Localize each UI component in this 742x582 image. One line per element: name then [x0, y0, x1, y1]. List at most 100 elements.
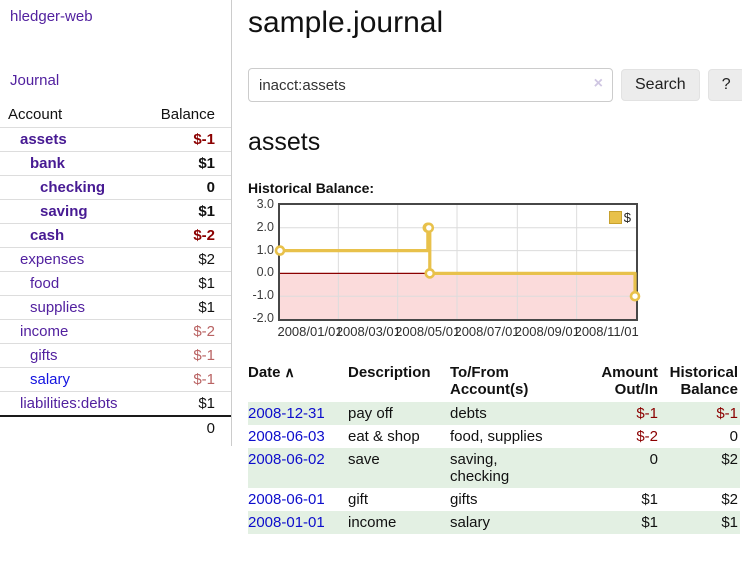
account-balance: $-1	[138, 367, 231, 392]
transaction-description: eat & shop	[348, 428, 420, 445]
chart-x-axis-labels: 2008/01/01 2008/03/01 2008/05/01 2008/07/01…	[277, 324, 726, 342]
transaction-amount: $-1	[636, 405, 658, 422]
chart-title: Historical Balance:	[248, 180, 375, 196]
search-row: × Search ?	[248, 68, 742, 102]
account-balance: $1	[138, 391, 231, 416]
account-row: food $1	[0, 271, 231, 296]
accounts-total-value: 0	[138, 415, 231, 440]
transaction-accounts: food, supplies	[450, 428, 543, 445]
sidebar-item-journal[interactable]: Journal	[10, 72, 60, 89]
account-link-supplies[interactable]: supplies	[30, 299, 86, 316]
x-tick-label: 2008/11/01	[574, 324, 639, 339]
account-link-salary[interactable]: salary	[30, 371, 71, 388]
account-link-saving[interactable]: saving	[40, 203, 88, 220]
transaction-balance: $1	[721, 514, 738, 531]
account-row: income $-2	[0, 319, 231, 344]
register-col-accounts: To/From Account(s)	[450, 364, 529, 398]
accounts-col-account: Account	[8, 106, 63, 123]
account-balance: 0	[138, 175, 231, 200]
account-balance: $1	[138, 295, 231, 320]
register-row[interactable]: 2008-01-01 income salary $1 $1	[248, 511, 740, 534]
account-balance: $1	[138, 271, 231, 296]
main-content: sample.journal × Search ? assets Histori…	[232, 0, 742, 554]
transaction-description: income	[348, 514, 397, 531]
account-balance: $1	[138, 199, 231, 224]
account-row: assets $-1	[0, 127, 231, 152]
account-balance: $-1	[138, 127, 231, 152]
register-row[interactable]: 2008-06-01 gift gifts $1 $2	[248, 488, 740, 511]
transaction-amount: $1	[641, 514, 658, 531]
y-tick-label: 3.0	[256, 197, 274, 211]
transaction-date-link[interactable]: 2008-06-02	[248, 451, 325, 468]
transaction-description: gift	[348, 491, 369, 508]
account-row: saving $1	[0, 199, 231, 224]
account-link-food[interactable]: food	[30, 275, 60, 292]
search-button[interactable]: Search	[621, 69, 700, 101]
account-row: salary $-1	[0, 367, 231, 392]
transaction-description: pay off	[348, 405, 393, 422]
accounts-total-row: 0	[0, 415, 231, 440]
account-link-expenses[interactable]: expenses	[20, 251, 85, 268]
transaction-date-link[interactable]: 2008-12-31	[248, 405, 325, 422]
register-col-amount: Amount Out/In	[601, 364, 658, 398]
account-link-checking[interactable]: checking	[40, 179, 106, 196]
account-link-cash[interactable]: cash	[30, 227, 65, 244]
y-tick-label: -1.0	[252, 288, 274, 303]
x-tick-label: 2008/01/01	[277, 324, 343, 339]
x-tick-label: 2008/03/01	[335, 324, 401, 339]
account-row: cash $-2	[0, 223, 231, 248]
account-row: expenses $2	[0, 247, 231, 272]
chart-svg	[274, 205, 641, 319]
chart-legend: $	[608, 210, 631, 225]
search-input[interactable]	[248, 68, 613, 102]
x-tick-label: 2008/09/01	[514, 324, 580, 339]
account-link-income[interactable]: income	[20, 323, 69, 340]
transaction-accounts: saving, checking	[450, 451, 510, 485]
app-layout: hledger-web Journal Account Balance asse…	[0, 0, 742, 554]
account-balance: $-2	[138, 319, 231, 344]
transaction-date-link[interactable]: 2008-06-01	[248, 491, 325, 508]
transaction-amount: 0	[649, 451, 658, 468]
account-link-gifts[interactable]: gifts	[30, 347, 58, 364]
legend-swatch-icon	[608, 211, 622, 224]
register-row[interactable]: 2008-06-03 eat & shop food, supplies $-2 0	[248, 425, 740, 448]
register-col-date[interactable]: Date ∧	[248, 364, 295, 381]
transaction-accounts: gifts	[450, 491, 478, 508]
account-link-assets[interactable]: assets	[20, 131, 67, 148]
y-tick-label: -2.0	[252, 311, 274, 325]
account-balance: $-2	[138, 223, 231, 248]
register-col-description: Description	[348, 364, 431, 381]
chart-y-axis-labels: 3.0 2.0 1.0 0.0 -1.0 -2.0	[248, 198, 274, 325]
register-row[interactable]: 2008-06-02 save saving, checking 0 $2	[248, 448, 740, 488]
x-tick-label: 2008/05/01	[395, 324, 461, 339]
historical-balance-chart: 3.0 2.0 1.0 0.0 -1.0 -2.0 $ 2008/01/01 2008/03…	[248, 198, 726, 342]
transaction-amount: $-2	[636, 428, 658, 445]
y-tick-label: 0.0	[256, 265, 274, 280]
transaction-accounts: debts	[450, 405, 487, 422]
transaction-description: save	[348, 451, 380, 468]
transaction-date-link[interactable]: 2008-06-03	[248, 428, 325, 445]
account-link-bank[interactable]: bank	[30, 155, 66, 172]
clear-search-icon[interactable]: ×	[593, 75, 603, 92]
register-col-balance: Historical Balance	[669, 364, 738, 398]
x-tick-label: 2008/07/01	[454, 324, 520, 339]
account-row: checking 0	[0, 175, 231, 200]
account-row: gifts $-1	[0, 343, 231, 368]
register-table: Date ∧ Description To/From Account(s) Amo…	[248, 362, 740, 534]
transaction-accounts: salary	[450, 514, 491, 531]
register-row[interactable]: 2008-12-31 pay off debts $-1 $-1	[248, 402, 740, 425]
transaction-date-link[interactable]: 2008-01-01	[248, 514, 325, 531]
account-balance: $-1	[138, 343, 231, 368]
y-tick-label: 2.0	[256, 219, 274, 234]
accounts-col-balance: Balance	[160, 106, 215, 123]
transaction-balance: $2	[721, 451, 738, 468]
transaction-balance: $2	[721, 491, 738, 508]
accounts-table: Account Balance assets $-1 bank $1 checking 0…	[0, 103, 231, 440]
account-heading: assets	[248, 128, 321, 156]
help-button[interactable]: ?	[707, 69, 742, 101]
account-row: bank $1	[0, 151, 231, 176]
account-link-liabilities-debts[interactable]: liabilities:debts	[20, 395, 118, 412]
account-balance: $2	[138, 247, 231, 272]
brand-link[interactable]: hledger-web	[10, 8, 93, 25]
account-balance: $1	[138, 151, 231, 176]
